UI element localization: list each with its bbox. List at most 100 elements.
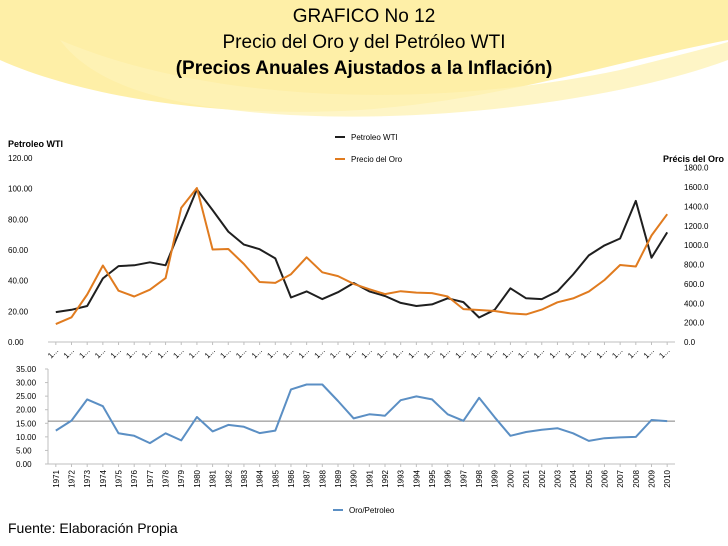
x-tick-label: 1... bbox=[265, 346, 279, 360]
x-tick-label: 1988 bbox=[318, 469, 327, 487]
x-tick-label: 2009 bbox=[647, 469, 656, 487]
y2-tick-label: 200.0 bbox=[684, 319, 705, 328]
x-tick-label: 1... bbox=[595, 346, 609, 360]
y-tick-label: 25.00 bbox=[16, 392, 37, 401]
x-tick-label: 1... bbox=[532, 346, 546, 360]
y2-tick-label: 400.0 bbox=[684, 299, 705, 308]
header-banner bbox=[0, 0, 728, 117]
x-tick-label: 2007 bbox=[616, 469, 625, 487]
chart-subtitle: Precio del Oro y del Petróleo WTI bbox=[222, 32, 506, 53]
x-tick-label: 1973 bbox=[83, 469, 92, 487]
x-tick-label: 1... bbox=[548, 346, 562, 360]
x-tick-label: 1987 bbox=[303, 469, 312, 487]
x-tick-label: 1... bbox=[407, 346, 421, 360]
x-tick-label: 1977 bbox=[146, 469, 155, 487]
x-tick-label: 1... bbox=[579, 346, 593, 360]
y-tick-label: 20.00 bbox=[16, 406, 37, 415]
legend-label: Oro/Petroleo bbox=[349, 506, 395, 515]
left-axis-title: Petroleo WTI bbox=[8, 139, 63, 149]
x-tick-label: 1996 bbox=[444, 469, 453, 487]
y2-tick-label: 800.0 bbox=[684, 261, 705, 270]
x-tick-label: 1... bbox=[250, 346, 264, 360]
chart-title: GRAFICO No 12 bbox=[292, 6, 436, 27]
x-tick-label: 1983 bbox=[240, 469, 249, 487]
x-tick-label: 1... bbox=[281, 346, 295, 360]
x-tick-label: 2010 bbox=[663, 469, 672, 487]
x-tick-label: 1... bbox=[234, 346, 248, 360]
y-tick-label: 40.00 bbox=[8, 277, 29, 286]
y-tick-label: 60.00 bbox=[8, 246, 29, 255]
top-chart: Petroleo WTI Précis del Oro 0.00 20.00 40.00… bbox=[8, 133, 724, 360]
x-tick-label: 1... bbox=[360, 346, 374, 360]
x-tick-label: 1... bbox=[203, 346, 217, 360]
x-tick-label: 1... bbox=[328, 346, 342, 360]
source-note: Fuente: Elaboración Propia bbox=[8, 520, 178, 536]
y2-tick-label: 1600.0 bbox=[684, 183, 709, 192]
x-tick-label: 1... bbox=[422, 346, 436, 360]
x-tick-label: 1... bbox=[124, 346, 138, 360]
x-tick-label: 1... bbox=[187, 346, 201, 360]
x-tick-label: 1... bbox=[77, 346, 91, 360]
x-tick-label: 2004 bbox=[569, 469, 578, 487]
x-tick-label: 2005 bbox=[585, 469, 594, 487]
x-tick-label: 1992 bbox=[381, 469, 390, 487]
x-tick-label: 1... bbox=[626, 346, 640, 360]
gold-price-line bbox=[55, 187, 669, 326]
y-tick-label: 120.00 bbox=[8, 154, 33, 163]
x-tick-label: 1... bbox=[344, 346, 358, 360]
x-tick-label: 1... bbox=[62, 346, 76, 360]
x-tick-label: 1... bbox=[485, 346, 499, 360]
x-tick-label: 1... bbox=[375, 346, 389, 360]
x-tick-label: 1... bbox=[312, 346, 326, 360]
y2-tick-label: 600.0 bbox=[684, 280, 705, 289]
y-tick-label: 30.00 bbox=[16, 379, 37, 388]
y-tick-label: 80.00 bbox=[8, 215, 29, 224]
x-tick-label: 1975 bbox=[115, 469, 124, 487]
x-tick-label: 2001 bbox=[522, 469, 531, 487]
y-tick-label: 100.00 bbox=[8, 185, 33, 194]
x-tick-label: 1974 bbox=[99, 469, 108, 487]
legend-label: Petroleo WTI bbox=[351, 133, 398, 142]
y-tick-label: 0.00 bbox=[16, 460, 32, 469]
x-tick-label: 1... bbox=[93, 346, 107, 360]
x-tick-label: 1998 bbox=[475, 469, 484, 487]
x-tick-label: 1... bbox=[140, 346, 154, 360]
x-tick-label: 1979 bbox=[177, 469, 186, 487]
y-tick-label: 10.00 bbox=[16, 433, 37, 442]
x-tick-label: 1... bbox=[391, 346, 405, 360]
gold-oil-ratio-line bbox=[55, 383, 668, 445]
x-tick-label: 1994 bbox=[412, 469, 421, 487]
y-tick-label: 0.00 bbox=[8, 338, 24, 347]
y2-tick-label: 0.0 bbox=[684, 338, 696, 347]
x-tick-label: 1... bbox=[469, 346, 483, 360]
x-tick-label: 1985 bbox=[271, 469, 280, 487]
x-tick-label: 1... bbox=[109, 346, 123, 360]
x-tick-label: 1... bbox=[46, 346, 60, 360]
x-tick-label: 1986 bbox=[287, 469, 296, 487]
x-tick-label: 1981 bbox=[209, 469, 218, 487]
x-tick-label: 1... bbox=[297, 346, 311, 360]
x-tick-label: 1990 bbox=[350, 469, 359, 487]
x-tick-label: 1... bbox=[657, 346, 671, 360]
x-tick-label: 1... bbox=[438, 346, 452, 360]
x-tick-label: 1999 bbox=[491, 469, 500, 487]
x-tick-label: 1... bbox=[501, 346, 515, 360]
x-tick-label: 2000 bbox=[506, 469, 515, 487]
x-tick-label: 1991 bbox=[365, 469, 374, 487]
x-tick-label: 1... bbox=[610, 346, 624, 360]
chart-subtitle-bold: (Precios Anuales Ajustados a la Inflació… bbox=[175, 58, 553, 79]
x-tick-label: 1984 bbox=[256, 469, 265, 487]
x-tick-label: 2006 bbox=[600, 469, 609, 487]
y2-tick-label: 1000.0 bbox=[684, 241, 709, 250]
x-tick-label: 1971 bbox=[52, 469, 61, 487]
x-tick-label: 2002 bbox=[538, 469, 547, 487]
x-tick-label: 1978 bbox=[162, 469, 171, 487]
x-tick-label: 1... bbox=[171, 346, 185, 360]
x-tick-label: 1... bbox=[218, 346, 232, 360]
y-tick-label: 5.00 bbox=[16, 446, 32, 455]
x-tick-label: 1... bbox=[642, 346, 656, 360]
x-tick-label: 1... bbox=[516, 346, 530, 360]
x-tick-label: 1993 bbox=[397, 469, 406, 487]
x-tick-label: 1989 bbox=[334, 469, 343, 487]
x-tick-label: 1... bbox=[454, 346, 468, 360]
